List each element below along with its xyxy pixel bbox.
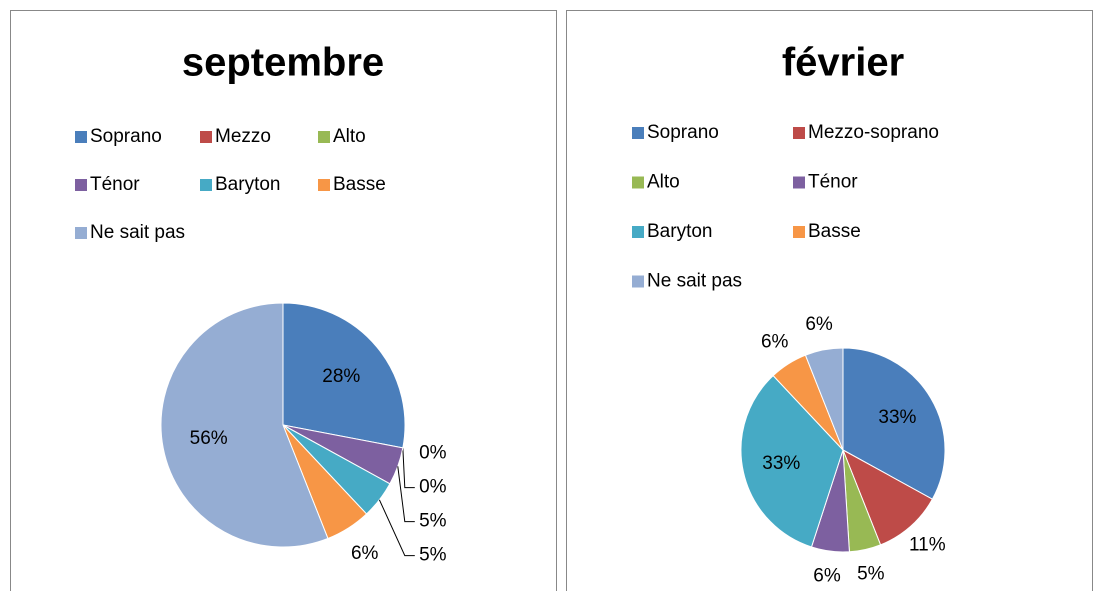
pie-slice [160,302,329,548]
legend-label: Baryton [215,174,280,195]
pie-slice [282,302,406,449]
chart-title: février [782,41,904,85]
legend-label: Basse [333,174,386,195]
data-label: 11% [909,535,946,556]
legend-swatch [318,179,330,191]
legend-label: Ne sait pas [647,271,742,292]
data-label: 0% [419,443,447,464]
legend-label: Baryton [647,221,712,242]
pie-slice [740,374,844,548]
legend-swatch [632,176,644,189]
legend-swatch [75,227,87,239]
legend-swatch [75,179,87,191]
data-label: 5% [857,563,885,584]
legend-swatch [632,275,644,288]
data-label: 5% [419,511,447,532]
data-label: 5% [419,545,447,566]
legend-swatch [632,127,644,139]
legend-swatch [632,226,644,238]
legend-swatch [793,127,805,139]
data-label: 0% [419,477,447,498]
legend-label: Ténor [808,172,858,193]
legend-label: Ténor [90,174,140,195]
data-label: 28% [322,366,360,387]
leader-line [402,447,415,489]
leader-line [397,466,415,523]
data-label: 6% [761,331,789,352]
legend-label: Soprano [647,122,719,143]
legend-swatch [75,131,87,143]
legend-label: Ne sait pas [90,222,185,243]
data-label: 33% [762,453,800,474]
legend-label: Mezzo-soprano [808,122,939,143]
data-label: 33% [878,407,916,428]
pie-slice [842,347,946,500]
legend-label: Alto [333,126,366,147]
legend-swatch [793,176,805,189]
legend-label: Basse [808,221,861,242]
data-label: 56% [190,428,228,449]
legend-label: Alto [647,172,680,193]
data-label: 6% [805,314,833,335]
pie-slice [842,448,934,546]
legend-swatch [793,226,805,238]
leader-line [378,499,415,557]
legend-swatch [318,131,330,143]
chart-title: septembre [182,41,384,85]
legend-swatch [200,179,212,191]
data-label: 6% [813,566,841,587]
pie-slice [804,347,844,451]
data-label: 6% [351,543,379,564]
legend-label: Mezzo [215,126,271,147]
legend-swatch [200,131,212,143]
legend-label: Soprano [90,126,162,147]
